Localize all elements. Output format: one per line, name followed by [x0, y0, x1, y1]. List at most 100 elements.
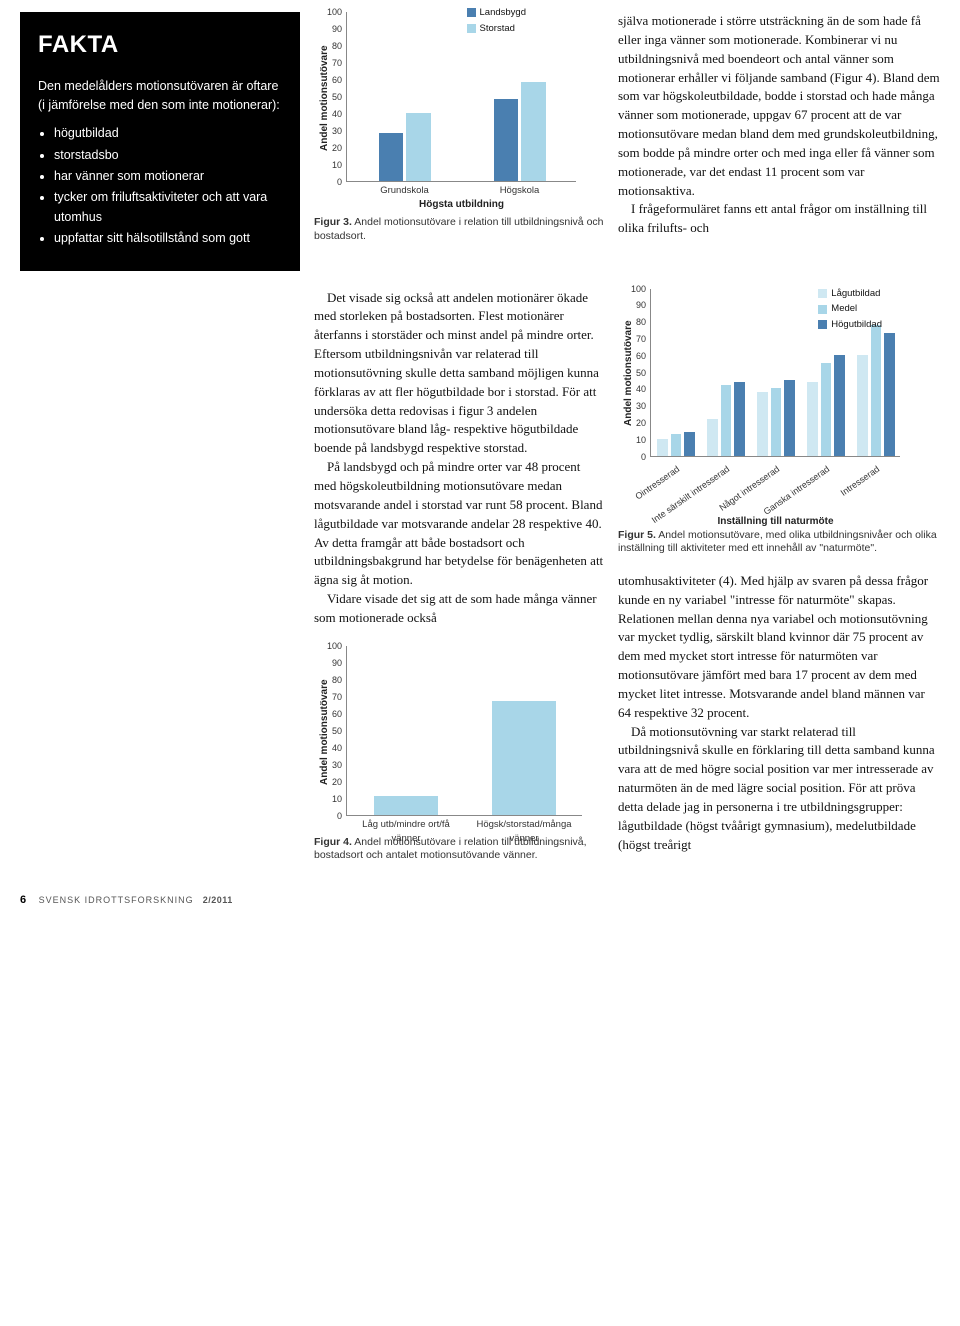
- bar-group: [492, 701, 556, 815]
- x-tick-label: Högskola: [462, 181, 577, 198]
- issue-number: 2/2011: [203, 895, 233, 905]
- y-tick-label: 0: [324, 176, 342, 189]
- legend-label: Medel: [831, 302, 857, 316]
- legend-label: Högutbildad: [831, 318, 882, 332]
- y-tick-label: 50: [324, 725, 342, 738]
- bar-group: [374, 796, 438, 815]
- page-number: 6: [20, 894, 27, 906]
- body-paragraph: själva motionerade i större utsträckning…: [618, 12, 940, 200]
- plot-area: OintresseradInte särskilt intresseradNåg…: [650, 289, 900, 457]
- body-paragraph: utomhusaktiviteter (4). Med hjälp av sva…: [618, 572, 940, 723]
- fakta-list: högutbildad storstadsbo har vänner som m…: [38, 124, 282, 248]
- y-tick-label: 10: [628, 434, 646, 447]
- figure-4-chart: Andel motionsutövareLåg utb/mindre ort/f…: [314, 646, 582, 816]
- body-paragraph: Då motionsutövning var starkt relaterad …: [618, 723, 940, 855]
- y-tick-label: 20: [324, 776, 342, 789]
- y-tick-label: 70: [324, 57, 342, 70]
- y-tick-label: 40: [628, 383, 646, 396]
- legend-swatch: [818, 320, 827, 329]
- bottom-row: Det visade sig också att andelen motionä…: [20, 289, 940, 863]
- figure-3-column: Andel motionsutövareGrundskolaHögskolaHö…: [314, 12, 604, 271]
- mid-text: Det visade sig också att andelen motionä…: [314, 289, 604, 628]
- figure-3-caption: Figur 3. Andel motionsutövare i relation…: [314, 216, 604, 243]
- bar: [757, 392, 768, 456]
- y-tick-label: 50: [324, 91, 342, 104]
- bar-group: [757, 380, 795, 456]
- y-tick-label: 30: [628, 400, 646, 413]
- fakta-item: tycker om friluftsaktiviteter och att va…: [54, 188, 282, 227]
- bar: [784, 380, 795, 456]
- legend-swatch: [818, 289, 827, 298]
- body-paragraph: Vidare visade det sig att de som hade må…: [314, 590, 604, 628]
- fakta-column: FAKTA Den medelålders motionsutövaren är…: [20, 12, 300, 271]
- x-tick-label: Grundskola: [347, 181, 462, 198]
- bar: [379, 133, 404, 181]
- y-tick-label: 70: [324, 691, 342, 704]
- y-tick-label: 30: [324, 125, 342, 138]
- bar: [374, 796, 438, 815]
- body-paragraph: På landsbygd och på mindre orter var 48 …: [314, 458, 604, 590]
- legend-swatch: [818, 305, 827, 314]
- y-tick-label: 30: [324, 759, 342, 772]
- x-tick-label: Högsk/storstad/många vänner: [465, 815, 583, 846]
- figure-3-caption-text: Andel motionsutövare i relation till utb…: [314, 216, 604, 242]
- bar: [671, 434, 682, 456]
- y-tick-label: 100: [324, 640, 342, 653]
- y-tick-label: 90: [628, 299, 646, 312]
- fakta-item: storstadsbo: [54, 146, 282, 165]
- y-tick-label: 20: [324, 142, 342, 155]
- bar: [807, 382, 818, 456]
- bar-group: [857, 325, 895, 456]
- y-tick-label: 80: [324, 674, 342, 687]
- y-tick-label: 80: [628, 316, 646, 329]
- bar: [684, 432, 695, 456]
- bar: [494, 99, 519, 181]
- legend-item: Storstad: [467, 22, 526, 36]
- bar: [857, 355, 868, 456]
- y-tick-label: 10: [324, 793, 342, 806]
- legend: LågutbildadMedel Högutbildad: [818, 287, 882, 334]
- bar: [492, 701, 556, 815]
- y-tick-label: 40: [324, 742, 342, 755]
- y-tick-label: 10: [324, 159, 342, 172]
- bar: [871, 325, 882, 456]
- right-top-text: själva motionerade i större utsträckning…: [618, 12, 940, 271]
- mid-column: Det visade sig också att andelen motionä…: [314, 289, 604, 863]
- bar: [707, 419, 718, 456]
- bar-group: [379, 113, 431, 181]
- fakta-box: FAKTA Den medelålders motionsutövaren är…: [20, 12, 300, 271]
- bar: [521, 82, 546, 181]
- y-tick-label: 90: [324, 23, 342, 36]
- right-bottom-text: utomhusaktiviteter (4). Med hjälp av sva…: [618, 572, 940, 855]
- y-tick-label: 60: [324, 74, 342, 87]
- page-footer: 6 SVENSK IDROTTSFORSKNING 2/2011: [20, 893, 940, 909]
- legend-label: Landsbygd: [480, 6, 526, 20]
- y-tick-label: 70: [628, 333, 646, 346]
- y-tick-label: 80: [324, 40, 342, 53]
- legend-item: Högutbildad: [818, 318, 882, 332]
- legend-item: Landsbygd: [467, 6, 526, 20]
- figure-5-chart: Andel motionsutövareOintresseradInte sär…: [618, 289, 900, 457]
- x-axis-title: Inställning till naturmöte: [651, 515, 900, 530]
- bar-group: [707, 382, 745, 456]
- y-tick-label: 20: [628, 417, 646, 430]
- spacer-left: [20, 289, 300, 863]
- y-tick-label: 40: [324, 108, 342, 121]
- y-tick-label: 60: [628, 350, 646, 363]
- legend: Landsbygd Storstad: [467, 6, 526, 38]
- y-tick-label: 100: [324, 6, 342, 19]
- bar: [834, 355, 845, 456]
- journal-name: SVENSK IDROTTSFORSKNING: [39, 895, 194, 905]
- figure-3-caption-label: Figur 3.: [314, 216, 352, 228]
- legend-label: Lågutbildad: [831, 287, 880, 301]
- bar: [734, 382, 745, 456]
- y-tick-label: 60: [324, 708, 342, 721]
- y-tick-label: 0: [324, 810, 342, 823]
- bar: [771, 388, 782, 455]
- x-tick-label: Låg utb/mindre ort/få vänner: [347, 815, 465, 846]
- legend-item: Medel: [818, 302, 882, 316]
- plot-area: GrundskolaHögskolaHögsta utbildningLands…: [346, 12, 576, 182]
- legend-swatch: [467, 8, 476, 17]
- fakta-item: har vänner som motionerar: [54, 167, 282, 186]
- fakta-item: högutbildad: [54, 124, 282, 143]
